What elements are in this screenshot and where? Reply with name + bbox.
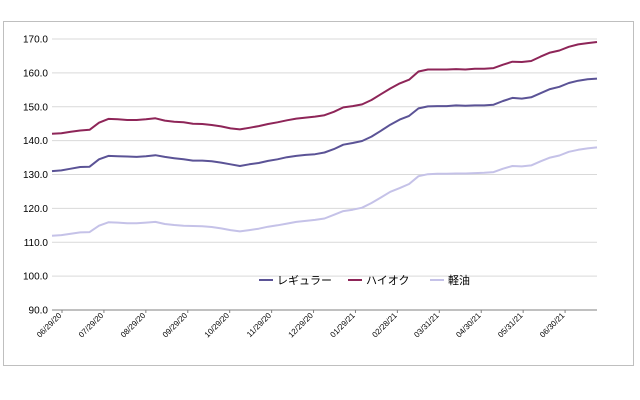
y-tick-label: 150.0 xyxy=(23,102,48,113)
y-tick-label: 100.0 xyxy=(23,272,48,283)
x-tick-label: 09/29/20 xyxy=(161,311,190,340)
y-tick-label: 130.0 xyxy=(23,170,48,181)
y-tick-label: 170.0 xyxy=(23,35,48,46)
y-axis-tick-labels: 90.0 100.0 110.0 120.0 130.0 140.0 150.0 160.0 1… xyxy=(23,35,48,317)
x-axis: 06/29/20 07/29/20 08/29/20 09/29/20 10/29/20… xyxy=(35,309,597,340)
x-tick-label: 04/30/21 xyxy=(454,311,483,340)
legend-label-2: ハイオク xyxy=(366,274,410,287)
x-tick-label: 06/30/21 xyxy=(538,311,567,340)
series-line-2 xyxy=(51,41,598,135)
x-tick-label: 07/29/20 xyxy=(77,311,106,340)
y-tick-label: 120.0 xyxy=(23,204,48,215)
x-tick-label: 12/29/20 xyxy=(287,311,316,340)
x-tick-label: 03/31/21 xyxy=(412,311,441,340)
y-tick-label: 140.0 xyxy=(23,136,48,147)
y-tick-label: 90.0 xyxy=(29,306,49,317)
x-tick-label: 01/29/21 xyxy=(328,311,357,340)
x-tick-label: 02/28/21 xyxy=(370,311,399,340)
legend-label-1: レギュラー xyxy=(277,274,332,287)
series-line-1 xyxy=(51,77,598,173)
x-tick-label: 11/29/20 xyxy=(245,311,273,339)
x-tick-label: 08/29/20 xyxy=(119,311,148,340)
x-tick-label: 05/31/21 xyxy=(496,311,525,340)
series-line-3 xyxy=(51,146,598,237)
x-tick-label: 10/29/20 xyxy=(203,311,232,340)
legend: レギュラー ハイオク 軽油 xyxy=(259,273,470,287)
legend-label-3: 軽油 xyxy=(448,273,470,287)
gridlines xyxy=(52,38,597,277)
y-tick-label: 160.0 xyxy=(23,68,48,79)
chart-frame xyxy=(3,21,634,366)
y-tick-label: 110.0 xyxy=(24,238,49,249)
data-series xyxy=(51,41,598,237)
